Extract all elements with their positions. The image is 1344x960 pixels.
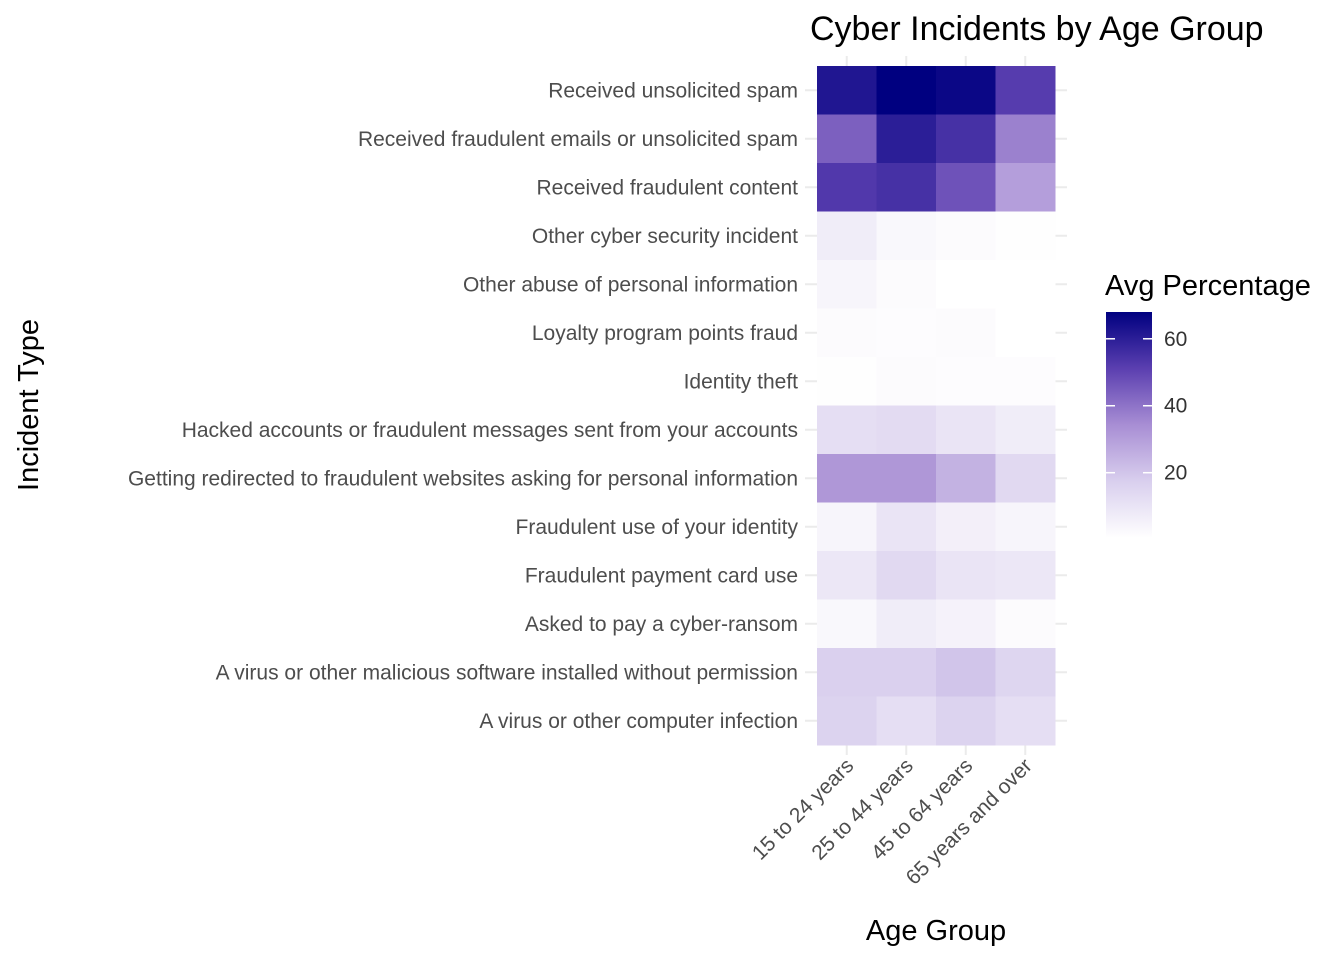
heatmap-cell xyxy=(817,405,877,455)
heatmap-cell xyxy=(936,308,996,358)
heatmap-cell xyxy=(876,502,937,552)
y-tick-label: Fraudulent payment card use xyxy=(525,564,798,587)
heatmap-cell xyxy=(876,648,937,697)
heatmap-cell xyxy=(876,454,937,503)
y-axis-title: Incident Type xyxy=(13,319,45,491)
legend-colorbar xyxy=(1106,312,1152,538)
y-tick-label: Identity theft xyxy=(684,370,799,393)
heatmap-cell xyxy=(995,405,1056,455)
heatmap-cell xyxy=(936,357,996,406)
heatmap-cell xyxy=(817,502,877,552)
heatmap-cell xyxy=(995,308,1056,358)
heatmap-cell xyxy=(876,66,937,115)
x-tick-label: 15 to 24 years xyxy=(748,754,858,864)
heatmap-cell xyxy=(817,696,877,746)
legend-title: Avg Percentage xyxy=(1105,270,1311,302)
x-tick-label: 25 to 44 years xyxy=(807,754,917,864)
heatmap-cell xyxy=(995,454,1056,503)
chart-title: Cyber Incidents by Age Group xyxy=(810,10,1264,48)
heatmap-cell xyxy=(817,454,877,503)
x-axis-title: Age Group xyxy=(866,915,1006,947)
heatmap-cell xyxy=(936,502,996,552)
heatmap-cell xyxy=(817,551,877,600)
legend: Avg Percentage 20 40 60 xyxy=(1105,270,1311,538)
heatmap-cell xyxy=(876,260,937,309)
heatmap-cell xyxy=(995,648,1056,697)
y-axis-tick-labels: Received unsolicited spam Received fraudu… xyxy=(128,79,799,733)
x-tick-label: 45 to 64 years xyxy=(867,754,977,864)
heatmap-cell xyxy=(876,114,937,164)
heatmap-cell xyxy=(936,211,996,261)
heatmap-cell xyxy=(817,66,877,115)
y-tick-label: A virus or other computer infection xyxy=(479,710,798,733)
y-tick-label: Fraudulent use of your identity xyxy=(516,516,799,539)
heatmap-cell xyxy=(995,696,1056,746)
heatmap-cell xyxy=(995,357,1056,406)
y-tick-label: Asked to pay a cyber-ransom xyxy=(525,613,798,636)
y-tick-label: Loyalty program points fraud xyxy=(532,322,798,345)
heatmap-cell xyxy=(995,211,1056,261)
legend-ticks: 20 40 60 xyxy=(1106,328,1187,485)
heatmap-cell xyxy=(876,599,937,649)
heatmap-cell xyxy=(995,66,1056,115)
heatmap-cell xyxy=(936,405,996,455)
heatmap-cell xyxy=(817,260,877,309)
heatmap-cell xyxy=(817,211,877,261)
y-tick-label: Getting redirected to fraudulent website… xyxy=(128,467,798,490)
y-tick-label: Received unsolicited spam xyxy=(548,79,798,102)
heatmap-cell xyxy=(995,114,1056,164)
heatmap-cell xyxy=(936,648,996,697)
heatmap-cells xyxy=(817,66,1056,746)
y-tick-label: Other abuse of personal information xyxy=(463,273,798,296)
heatmap-cell xyxy=(936,551,996,600)
y-tick-label: Received fraudulent content xyxy=(536,176,798,199)
heatmap-cell xyxy=(936,66,996,115)
heatmap-cell xyxy=(817,308,877,358)
y-tick-label: A virus or other malicious software inst… xyxy=(216,661,798,684)
heatmap-cell xyxy=(876,211,937,261)
heatmap-cell xyxy=(936,260,996,309)
heatmap-cell xyxy=(876,405,937,455)
y-tick-label: Received fraudulent emails or unsolicite… xyxy=(358,128,798,151)
legend-tick-label: 20 xyxy=(1164,462,1187,485)
heatmap-cell xyxy=(876,551,937,600)
heatmap-cell xyxy=(995,502,1056,552)
legend-tick-label: 60 xyxy=(1164,328,1187,351)
heatmap-cell xyxy=(876,696,937,746)
heatmap-cell xyxy=(817,163,877,212)
heatmap-cell xyxy=(817,357,877,406)
legend-tick-label: 40 xyxy=(1164,395,1187,418)
y-tick-label: Other cyber security incident xyxy=(532,225,798,248)
heatmap-cell xyxy=(936,454,996,503)
heatmap-cell xyxy=(817,648,877,697)
heatmap-cell xyxy=(995,599,1056,649)
heatmap-cell xyxy=(936,114,996,164)
heatmap-cell xyxy=(876,308,937,358)
heatmap-cell xyxy=(995,163,1056,212)
heatmap-cell xyxy=(817,599,877,649)
heatmap-cell xyxy=(876,163,937,212)
heatmap-cell xyxy=(995,551,1056,600)
heatmap-cell xyxy=(936,696,996,746)
heatmap-cell xyxy=(936,599,996,649)
heatmap-cell xyxy=(936,163,996,212)
heatmap-cell xyxy=(995,260,1056,309)
y-tick-label: Hacked accounts or fraudulent messages s… xyxy=(182,419,798,442)
heatmap-cell xyxy=(876,357,937,406)
heatmap-cell xyxy=(817,114,877,164)
